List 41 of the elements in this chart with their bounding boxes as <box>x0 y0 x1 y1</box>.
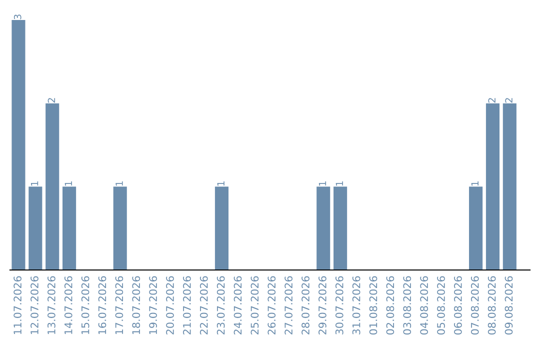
x-tick-label: 09.08.2026 <box>504 276 513 335</box>
data-label: 1 <box>64 181 72 186</box>
x-tick-label: 31.07.2026 <box>352 276 360 334</box>
data-label: 2 <box>505 98 512 103</box>
x-tick-label: 05.08.2026 <box>437 276 445 335</box>
x-tick-label: 28.07.2026 <box>302 276 310 334</box>
x-tick-label: 18.07.2026 <box>132 276 140 334</box>
x-tick-label: 16.07.2026 <box>98 276 106 334</box>
x-tick-label: 29.07.2026 <box>318 276 326 334</box>
x-tick-label: 14.07.2026 <box>64 276 72 334</box>
x-tick-label: 02.08.2026 <box>386 276 394 335</box>
data-label: 1 <box>471 181 478 186</box>
x-tick-label: 15.07.2026 <box>81 276 90 334</box>
x-tick-label: 03.08.2026 <box>403 276 412 335</box>
x-tick-label: 25.07.2026 <box>250 276 259 334</box>
data-label: 1 <box>31 181 38 186</box>
x-tick-label: 27.07.2026 <box>284 276 292 334</box>
x-tick-label: 22.07.2026 <box>200 276 208 334</box>
x-tick-label: 01.08.2026 <box>369 276 378 335</box>
data-label: 1 <box>336 181 343 186</box>
x-tick-label: 12.07.2026 <box>30 276 38 334</box>
data-label: 2 <box>488 98 496 103</box>
data-label: 1 <box>318 181 326 186</box>
x-tick-label: 13.07.2026 <box>47 276 56 334</box>
data-label: 1 <box>217 181 224 186</box>
x-tick-label: 24.07.2026 <box>234 276 242 334</box>
x-tick-label: 17.07.2026 <box>115 276 124 334</box>
x-tick-label: 30.07.2026 <box>335 276 344 334</box>
data-label: 3 <box>14 14 22 20</box>
x-tick-label: 19.07.2026 <box>149 276 157 334</box>
x-tick-label: 20.07.2026 <box>166 276 174 334</box>
x-tick-label: 23.07.2026 <box>216 276 225 334</box>
x-tick-label: 11.07.2026 <box>14 276 22 334</box>
x-tick-label: 06.08.2026 <box>454 276 462 335</box>
x-tick-label: 04.08.2026 <box>420 276 428 335</box>
x-tick-label: 21.07.2026 <box>182 276 191 334</box>
data-label: 2 <box>48 98 56 103</box>
data-label: 1 <box>116 181 123 186</box>
x-tick-label: 08.08.2026 <box>488 276 496 335</box>
x-tick-label: 26.07.2026 <box>268 276 276 334</box>
x-tick-label: 07.08.2026 <box>470 276 479 335</box>
